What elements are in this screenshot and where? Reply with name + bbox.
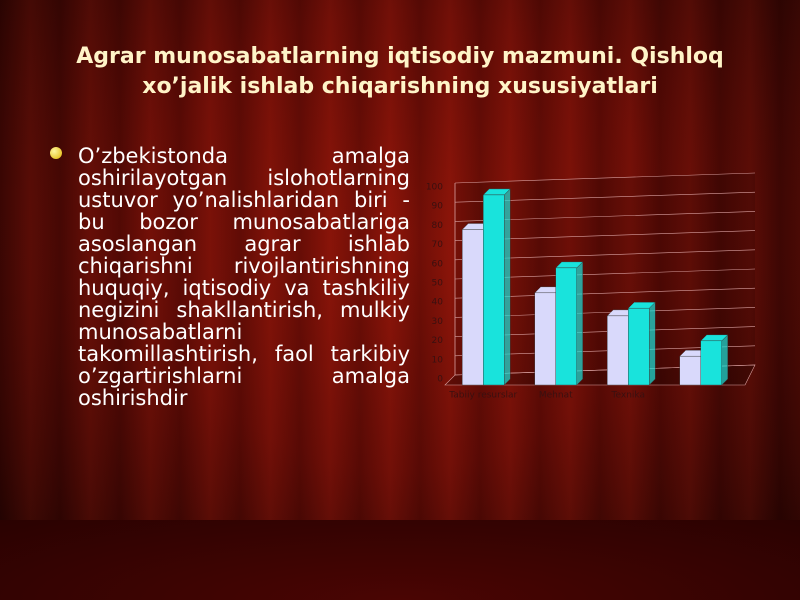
y-tick-label: 20 [432,336,444,346]
y-tick-label: 40 [432,298,444,308]
bar [607,315,629,386]
bar [462,229,484,386]
y-tick-label: 90 [432,202,444,212]
bar [555,267,577,386]
x-tick-label: Mehnat [539,391,573,401]
bar-side [649,301,656,386]
bar [534,292,556,386]
bar-side [576,261,583,386]
bar-side [504,188,511,386]
y-tick-label: 0 [437,375,443,385]
bar-side [721,334,728,386]
y-tick-label: 80 [432,221,444,231]
y-tick-label: 10 [432,355,444,365]
x-tick-label: Tabiiy resurslar [448,391,517,401]
y-tick-label: 70 [432,240,444,250]
y-tick-label: 50 [432,279,444,289]
grid-line [454,172,756,184]
bar [483,194,505,386]
y-tick-label: 60 [432,259,444,269]
x-tick-label: Texnika [611,391,645,401]
bullet-dot [50,147,62,159]
bar [679,356,701,386]
slide-title: Agrar munosabatlarning iqtisodiy mazmuni… [76,44,724,99]
curtain-hem [0,520,800,600]
bar [700,340,722,386]
bullet-text: O’zbekistonda amalga oshirilayotgan islo… [78,144,410,410]
y-tick-label: 30 [432,317,444,327]
y-tick-label: 100 [426,183,443,193]
bar [628,308,650,386]
